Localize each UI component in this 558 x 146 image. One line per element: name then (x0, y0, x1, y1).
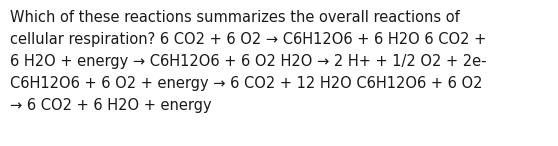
Text: Which of these reactions summarizes the overall reactions of: Which of these reactions summarizes the … (10, 10, 460, 25)
Text: 6 H2O + energy → C6H12O6 + 6 O2 H2O → 2 H+ + 1/2 O2 + 2e-: 6 H2O + energy → C6H12O6 + 6 O2 H2O → 2 … (10, 54, 487, 69)
Text: cellular respiration? 6 CO2 + 6 O2 → C6H12O6 + 6 H2O 6 CO2 +: cellular respiration? 6 CO2 + 6 O2 → C6H… (10, 32, 486, 47)
Text: C6H12O6 + 6 O2 + energy → 6 CO2 + 12 H2O C6H12O6 + 6 O2: C6H12O6 + 6 O2 + energy → 6 CO2 + 12 H2O… (10, 76, 483, 91)
Text: → 6 CO2 + 6 H2O + energy: → 6 CO2 + 6 H2O + energy (10, 98, 211, 113)
